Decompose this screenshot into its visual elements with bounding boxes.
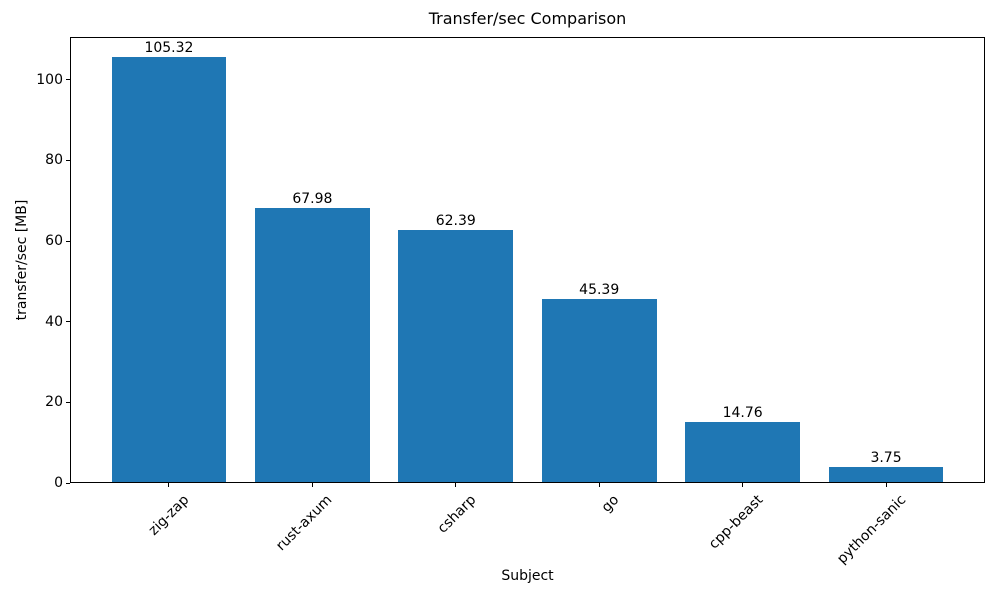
bar-value-label: 45.39: [579, 281, 620, 298]
bar-csharp: [398, 230, 514, 482]
y-tick-mark: [66, 321, 70, 323]
y-tick-mark: [66, 240, 70, 242]
y-tick-mark: [66, 159, 70, 161]
bar-go: [541, 298, 657, 482]
bar-value-label: 3.75: [870, 449, 902, 466]
x-tick-mark: [598, 483, 600, 487]
bar-python-sanic: [828, 466, 944, 482]
chart-title: Transfer/sec Comparison: [428, 9, 627, 28]
plot-area: [70, 37, 985, 483]
x-tick-mark: [742, 483, 744, 487]
y-tick-label: 0: [54, 475, 63, 491]
bar-rust-axum: [255, 207, 370, 482]
y-tick-label: 60: [45, 233, 63, 250]
y-tick-label: 100: [36, 71, 63, 88]
x-axis-label: Subject: [501, 568, 554, 584]
x-tick-mark: [455, 483, 457, 487]
y-tick-mark: [66, 79, 70, 81]
x-tick-mark: [885, 483, 887, 487]
bar-value-label: 67.98: [292, 190, 333, 207]
x-tick-mark: [311, 483, 313, 487]
y-tick-label: 20: [45, 394, 63, 411]
y-tick-mark: [66, 482, 70, 484]
y-axis-label: transfer/sec [MB]: [14, 199, 30, 321]
bar-value-label: 14.76: [722, 405, 763, 422]
bar-value-label: 105.32: [144, 40, 194, 57]
x-tick-mark: [168, 483, 170, 487]
bar-value-label: 62.39: [435, 213, 476, 230]
bar-cpp-beast: [685, 422, 800, 482]
y-tick-mark: [66, 401, 70, 403]
bar-zig-zap: [111, 57, 227, 482]
y-tick-label: 40: [45, 313, 63, 330]
y-tick-label: 80: [45, 152, 63, 169]
